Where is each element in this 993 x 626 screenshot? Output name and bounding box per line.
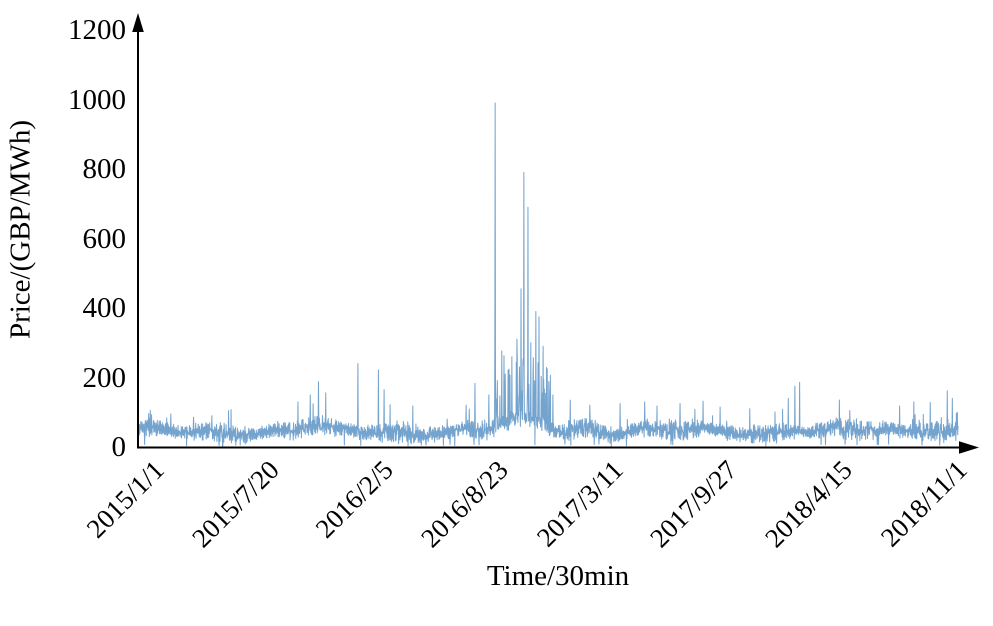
y-tick-label: 800 (82, 153, 127, 185)
x-axis-title: Time/30min (486, 560, 630, 592)
y-tick-label: 1000 (68, 83, 126, 116)
y-axis-arrow-icon (132, 13, 144, 32)
y-tick-label: 200 (82, 361, 127, 394)
x-axis-arrow-icon (959, 441, 979, 454)
y-tick-label: 400 (82, 292, 127, 324)
y-tick-label: 600 (82, 222, 127, 255)
price-series-line (137, 102, 959, 448)
y-tick-label: 1200 (68, 14, 126, 46)
y-tick-label: 0 (111, 431, 127, 463)
